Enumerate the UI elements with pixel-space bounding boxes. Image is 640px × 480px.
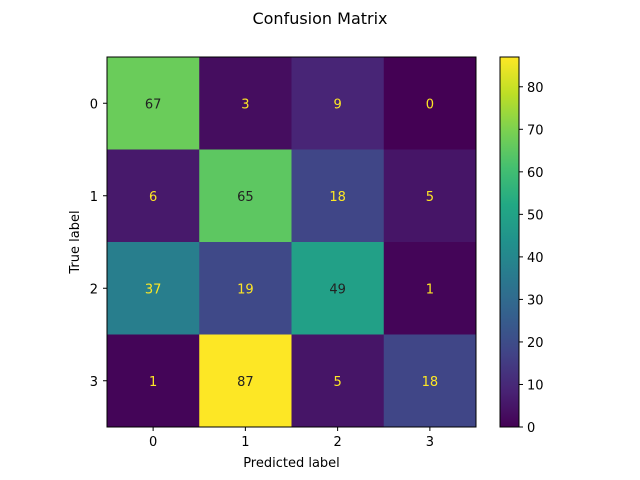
cell-value-label: 67 [145,97,162,112]
cell-value-label: 49 [329,282,346,297]
heatmap-cell [291,242,385,335]
x-tick-label: 3 [426,435,434,450]
heatmap-cell [383,242,477,335]
x-axis-ticks: 0 1 2 3 [149,427,434,450]
heatmap-cell [383,334,477,428]
heatmap-cell [383,149,477,243]
cell-value-label: 1 [149,375,157,390]
colorbar-ticks: 0 10 20 30 40 50 60 70 80 [519,81,544,436]
heatmap-cell [199,57,292,150]
plot-frame [106,56,477,428]
heatmap-cell [107,57,200,150]
cell-value-label: 6 [149,190,157,205]
heatmap-cell [291,149,385,243]
colorbar-tick-label: 0 [527,421,535,436]
colorbar-tick-label: 10 [527,378,544,393]
cell-value-label: 87 [237,375,254,390]
y-tick-label: 0 [90,97,98,112]
x-tick-label: 2 [333,435,341,450]
colorbar-tick-label: 20 [527,336,544,351]
colorbar-tick-label: 50 [527,208,544,223]
cell-value-label: 5 [333,375,341,390]
colorbar-tick-label: 60 [527,166,544,181]
heatmap-cell [199,334,292,428]
y-tick-label: 1 [90,190,98,205]
colorbar-tick-label: 40 [527,251,544,266]
heatmap-cell [291,334,385,428]
heatmap-cell [383,57,477,150]
colorbar-tick-label: 30 [527,293,544,308]
cell-value-label: 1 [426,282,434,297]
heatmap-cells [107,57,477,428]
y-axis-label: True label [68,210,83,274]
heatmap-cell [107,149,200,243]
heatmap-cell [107,242,200,335]
colorbar-tick-label: 80 [527,81,544,96]
chart-title: Confusion Matrix [252,9,387,28]
x-tick-label: 1 [241,435,249,450]
cell-value-label: 19 [237,282,254,297]
x-tick-label: 0 [149,435,157,450]
y-axis-ticks: 0 1 2 3 [90,97,107,390]
cell-value-label: 0 [426,97,434,112]
cell-value-label: 9 [333,97,341,112]
heatmap-cell [107,334,200,428]
colorbar-tick-label: 70 [527,123,544,138]
y-tick-label: 3 [90,375,98,390]
heatmap-cell-labels: 67 3 9 0 6 65 18 5 37 19 49 1 1 87 5 18 [145,97,438,390]
heatmap-cell [291,57,385,150]
heatmap-cell [199,242,292,335]
cell-value-label: 37 [145,282,162,297]
cell-value-label: 65 [237,190,254,205]
cell-value-label: 18 [422,375,439,390]
colorbar [499,56,520,428]
cell-value-label: 5 [426,190,434,205]
cell-value-label: 3 [241,97,249,112]
cell-value-label: 18 [329,190,346,205]
x-axis-label: Predicted label [243,456,340,471]
y-tick-label: 2 [90,282,98,297]
heatmap-cell [199,149,292,243]
